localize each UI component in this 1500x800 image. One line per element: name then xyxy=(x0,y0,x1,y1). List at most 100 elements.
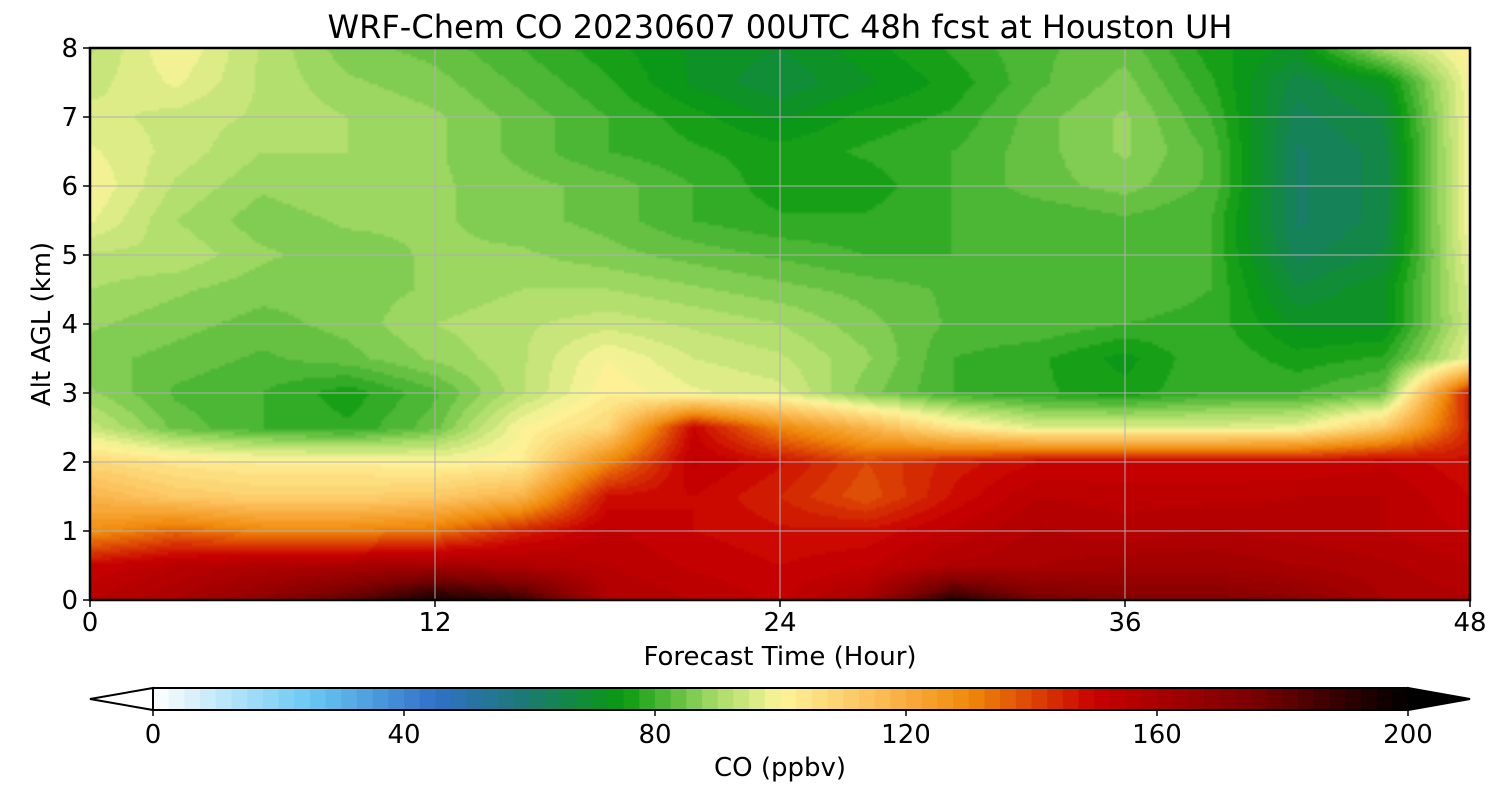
colorbar-swatch xyxy=(921,688,938,710)
colorbar-swatch xyxy=(1062,688,1080,710)
colorbar-swatch xyxy=(309,688,327,710)
colorbar-swatch xyxy=(262,688,280,710)
colorbar-swatch xyxy=(1015,688,1033,710)
y-tick-label: 3 xyxy=(61,379,78,409)
colorbar-swatch xyxy=(749,688,766,710)
colorbar-swatch xyxy=(247,688,264,710)
colorbar-swatch xyxy=(655,688,672,710)
colorbar-swatch xyxy=(215,688,233,710)
colorbar-swatch xyxy=(404,688,421,710)
colorbar-swatches xyxy=(153,688,1409,710)
colorbar-swatch xyxy=(294,688,311,710)
colorbar-swatch xyxy=(451,688,468,710)
colorbar-swatch xyxy=(325,688,342,710)
colorbar-swatch xyxy=(607,688,625,710)
colorbar-swatch xyxy=(466,688,484,710)
colorbar-swatch xyxy=(1392,688,1409,710)
y-tick-label: 5 xyxy=(61,241,78,271)
colorbar-tick-label: 40 xyxy=(387,720,420,750)
colorbar-swatch xyxy=(780,688,797,710)
colorbar-swatch xyxy=(341,688,358,710)
colorbar-swatch xyxy=(1360,688,1378,710)
x-tick-label: 24 xyxy=(763,608,796,638)
colorbar-swatch xyxy=(1235,688,1252,710)
y-tick-label: 7 xyxy=(61,103,78,133)
colorbar-swatch xyxy=(356,688,374,710)
colorbar-swatch xyxy=(1125,688,1142,710)
colorbar-swatch xyxy=(1313,688,1331,710)
colorbar-swatch xyxy=(576,688,593,710)
colorbar-swatch xyxy=(670,688,687,710)
colorbar-swatch xyxy=(906,688,923,710)
colorbar-swatch xyxy=(686,688,703,710)
colorbar-tick-label: 160 xyxy=(1132,720,1182,750)
colorbar-swatch xyxy=(168,688,185,710)
colorbar-swatch xyxy=(1298,688,1315,710)
colorbar-swatch xyxy=(811,688,829,710)
colorbar-swatch xyxy=(968,688,986,710)
y-axis-ticks: 0 1 2 3 4 5 6 7 8 xyxy=(61,34,90,616)
colorbar-swatch xyxy=(529,688,546,710)
colorbar-swatch xyxy=(1188,688,1205,710)
colorbar-swatch xyxy=(1047,688,1064,710)
colorbar-swatch xyxy=(702,688,719,710)
colorbar-swatch xyxy=(953,688,970,710)
colorbar-swatch xyxy=(1078,688,1095,710)
colorbar-swatch xyxy=(372,688,389,710)
y-tick-label: 0 xyxy=(61,586,78,616)
x-axis-label: Forecast Time (Hour) xyxy=(643,642,916,672)
colorbar-swatch xyxy=(560,688,578,710)
colorbar-tick-label: 200 xyxy=(1383,720,1433,750)
y-tick-label: 1 xyxy=(61,517,78,547)
colorbar-swatch xyxy=(153,688,170,710)
colorbar-extend-high xyxy=(1407,686,1471,712)
colorbar-swatch xyxy=(278,688,295,710)
colorbar-label: CO (ppbv) xyxy=(714,753,846,783)
colorbar-tick-label: 80 xyxy=(638,720,671,750)
colorbar-swatch xyxy=(858,688,876,710)
colorbar-swatch xyxy=(827,688,844,710)
colorbar-swatch xyxy=(419,688,436,710)
colorbar-swatch xyxy=(1266,688,1284,710)
colorbar-swatch xyxy=(1141,688,1158,710)
x-tick-label: 36 xyxy=(1108,608,1141,638)
colorbar-swatch xyxy=(388,688,405,710)
x-tick-label: 48 xyxy=(1453,608,1486,638)
y-tick-label: 6 xyxy=(61,172,78,202)
colorbar-swatch xyxy=(513,688,531,710)
colorbar-swatch xyxy=(1157,688,1174,710)
colorbar-frame xyxy=(152,687,1409,711)
y-tick-label: 2 xyxy=(61,448,78,478)
colorbar-swatch xyxy=(1376,688,1393,710)
colorbar-swatch xyxy=(984,688,1001,710)
colorbar-swatch xyxy=(1345,688,1362,710)
colorbar-swatch xyxy=(435,688,452,710)
colorbar-swatch xyxy=(937,688,954,710)
colorbar-swatch xyxy=(843,688,860,710)
colorbar-swatch xyxy=(1282,688,1299,710)
y-tick-label: 8 xyxy=(61,34,78,64)
x-axis-ticks: 0 12 24 36 48 xyxy=(82,600,1487,638)
colorbar-swatch xyxy=(717,688,735,710)
colorbar-swatch xyxy=(184,688,201,710)
colorbar-swatch xyxy=(1251,688,1268,710)
colorbar-swatch xyxy=(1219,688,1237,710)
colorbar-swatch xyxy=(623,688,640,710)
x-tick-label: 12 xyxy=(418,608,451,638)
colorbar-swatch xyxy=(1204,688,1221,710)
y-axis-label: Alt AGL (km) xyxy=(27,242,57,406)
colorbar-extend-low xyxy=(89,686,154,712)
colorbar-swatch xyxy=(482,688,499,710)
colorbar-swatch xyxy=(639,688,656,710)
colorbar-swatch xyxy=(1109,688,1127,710)
colorbar-swatch xyxy=(1329,688,1346,710)
colorbar-swatch xyxy=(733,688,750,710)
colorbar-swatch xyxy=(1094,688,1111,710)
colorbar-swatch xyxy=(231,688,248,710)
colorbar-ticks: 0 40 80 120 160 200 xyxy=(145,710,1433,750)
colorbar-swatch xyxy=(874,688,891,710)
colorbar-swatch xyxy=(200,688,217,710)
colorbar-swatch xyxy=(764,688,782,710)
colorbar: 0 40 80 120 160 200 CO (ppbv) xyxy=(89,686,1471,783)
